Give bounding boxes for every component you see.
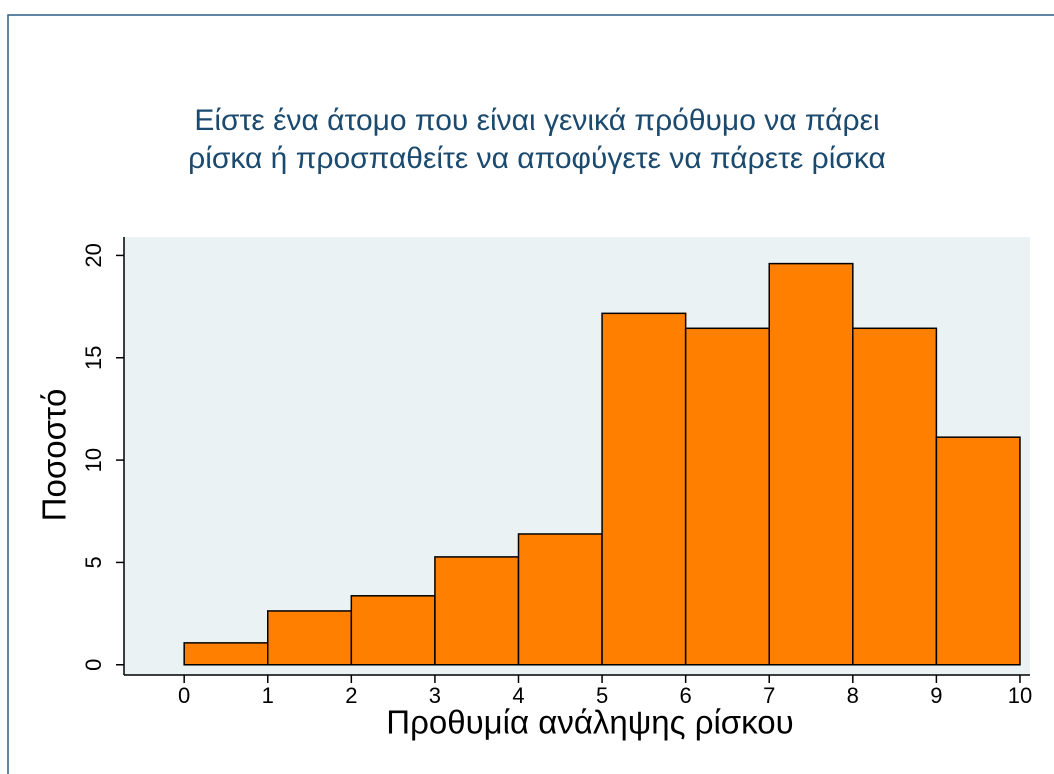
- bar: [434, 556, 520, 666]
- x-tick-label: 7: [763, 683, 775, 708]
- y-tick-label: 10: [81, 448, 106, 472]
- chart-title: Είστε ένα άτομο που είναι γενικά πρόθυμο…: [194, 104, 879, 137]
- x-axis-label: Προθυμία ανάληψης ρίσκου: [386, 704, 793, 741]
- bar: [350, 595, 436, 666]
- y-axis-label: Ποσοστό: [36, 389, 73, 522]
- bar: [935, 436, 1021, 666]
- bar: [517, 533, 603, 666]
- x-tick-label: 9: [930, 683, 942, 708]
- x-tick-label: 5: [596, 683, 608, 708]
- x-tick-label: 3: [429, 683, 441, 708]
- bar: [267, 610, 353, 666]
- bar: [601, 312, 687, 666]
- bar: [684, 327, 770, 666]
- x-tick-label: 8: [847, 683, 859, 708]
- chart-title: ρίσκα ή προσπαθείτε να αποφύγετε να πάρε…: [188, 142, 886, 175]
- y-tick-label: 20: [81, 243, 106, 267]
- x-tick-label: 10: [1008, 683, 1032, 708]
- y-tick-label: 5: [81, 556, 106, 568]
- x-tick-label: 6: [680, 683, 692, 708]
- y-tick-label: 15: [81, 346, 106, 370]
- y-tick-label: 0: [81, 659, 106, 671]
- x-tick-label: 2: [345, 683, 357, 708]
- x-tick-label: 0: [178, 683, 190, 708]
- x-tick-label: 4: [512, 683, 524, 708]
- bar: [768, 262, 854, 666]
- bar: [183, 642, 269, 666]
- x-tick-label: 1: [262, 683, 274, 708]
- bar: [852, 327, 938, 666]
